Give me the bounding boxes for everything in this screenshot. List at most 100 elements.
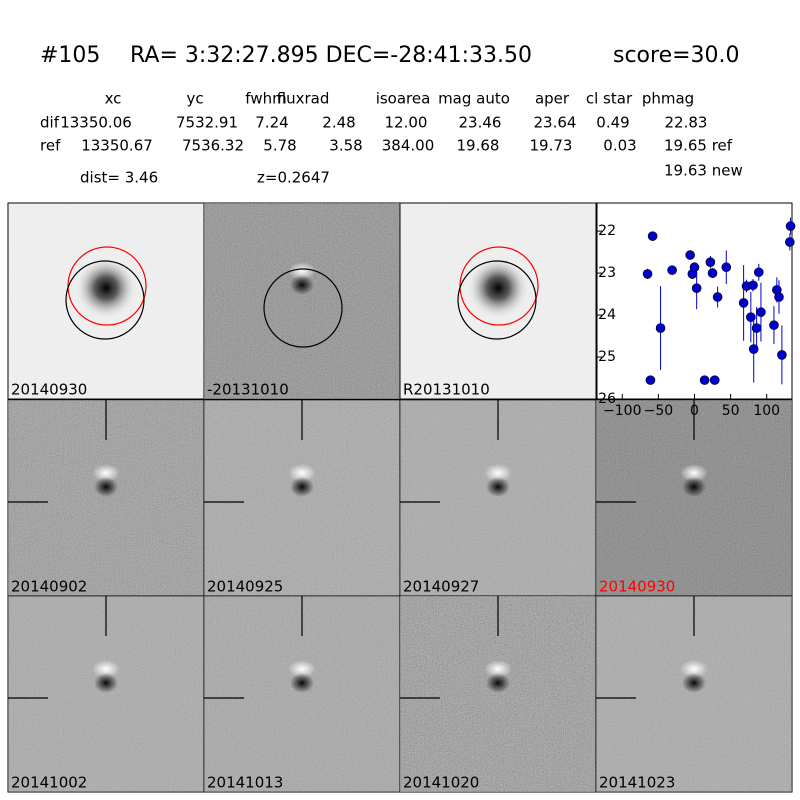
y-tick-label: 25 [598,349,616,365]
dipole-positive [288,464,316,482]
data-point [689,262,700,273]
stamp-noise [204,203,400,399]
score: score=30.0 [613,43,740,68]
dipole-negative [682,477,706,497]
table-cell: 19.65 ref [664,137,733,155]
stamp-label: 20140925 [207,578,283,596]
data-point [645,375,656,385]
coordinates: RA= 3:32:27.895 DEC=-28:41:33.50 [130,43,532,68]
x-tick-label: 50 [722,403,740,419]
dipole-negative [290,477,314,497]
column-header: fluxrad [277,90,330,108]
data-point [777,350,787,360]
row-label: ref [40,137,61,155]
stamp-label: 20140930 [11,381,87,399]
table-cell: 3.58 [329,137,362,155]
dipole-positive [680,660,708,678]
table-cell: 7.24 [255,114,288,132]
table-cell: 0.03 [603,137,636,155]
stamp-label: -20131010 [207,381,289,399]
x-tick-label: −100 [603,403,641,419]
data-point [705,257,716,267]
table-cell: 2.48 [322,114,355,132]
galaxy [74,256,138,320]
data-point [655,323,666,333]
dipole-negative [290,275,314,295]
row-label: dif [40,114,60,132]
table-cell: 23.64 [534,114,577,132]
x-tick-label: −50 [644,403,674,419]
stamp-label: 20141013 [207,774,283,792]
stamps: 20140930 -20131010 R20131010 20140902 201409… [7,202,793,793]
table-cell: 22.83 [665,114,708,132]
dipole-negative [94,673,118,693]
data-point [642,269,653,279]
x-tick-label: 0 [690,403,699,419]
dipole-positive [288,660,316,678]
dipole-positive [288,262,316,280]
stamp-label: 20141002 [11,774,87,792]
column-header: xc [105,90,122,108]
data-point [691,283,702,293]
column-header: yc [186,90,203,108]
candidate-id: #105 [40,43,100,68]
table-cell: 5.78 [263,137,296,155]
dipole-positive [92,660,120,678]
data-point [707,268,718,278]
table-cell: 7536.32 [182,137,244,155]
column-header: cl star [586,90,633,108]
stamp-label: 20140927 [403,578,479,596]
redshift: z=0.2647 [257,169,330,187]
circle-black [65,260,145,340]
stamp-label: R20131010 [403,381,490,399]
data-point [785,237,795,247]
data-point [738,298,749,308]
dist: dist= 3.46 [80,169,158,187]
y-tick-label: 24 [598,307,616,323]
data-point [647,231,658,241]
table-cell: 0.49 [596,114,629,132]
dipole-negative [290,673,314,693]
data-point [667,265,677,275]
column-header: aper [535,90,570,108]
data-point [699,375,710,385]
dipole-negative [682,673,706,693]
table-cell: 7532.91 [176,114,238,132]
data-point [774,292,784,302]
dipole-negative [94,477,118,497]
data-point [709,375,720,385]
table-cell: 23.46 [459,114,502,132]
data-point [748,344,759,354]
galaxy [466,256,530,320]
y-tick-label: 22 [598,223,616,239]
table-cell: 13350.06 [60,114,132,132]
data-point [721,262,732,273]
column-header: isoarea [376,90,431,108]
y-tick-label: 23 [598,265,616,281]
circle-black [263,268,343,348]
dipole-positive [92,464,120,482]
data-point [712,292,723,302]
stamp-label: 20141023 [599,774,675,792]
data-point [746,312,756,322]
dipole-positive [484,464,512,482]
light-curve: −100 −50 0 50 100 22 23 24 25 26 [596,202,796,419]
stamp-label: 20140902 [11,578,87,596]
table-cell: 12.00 [385,114,428,132]
data-point [769,320,779,330]
data-point [785,221,796,231]
y-tick-label: 26 [598,391,616,407]
data-point [751,323,762,333]
dipole-positive [484,660,512,678]
table-cell: 384.00 [382,137,435,155]
data-point [753,267,764,278]
dipole-negative [486,673,510,693]
dipole-positive [680,464,708,482]
table-cell: 13350.67 [81,137,153,155]
stamp-label: 20141020 [403,774,479,792]
data-point [685,250,695,260]
data-point [756,307,766,317]
column-header: phmag [642,90,694,108]
stamp-label: 20140930 [599,578,675,596]
